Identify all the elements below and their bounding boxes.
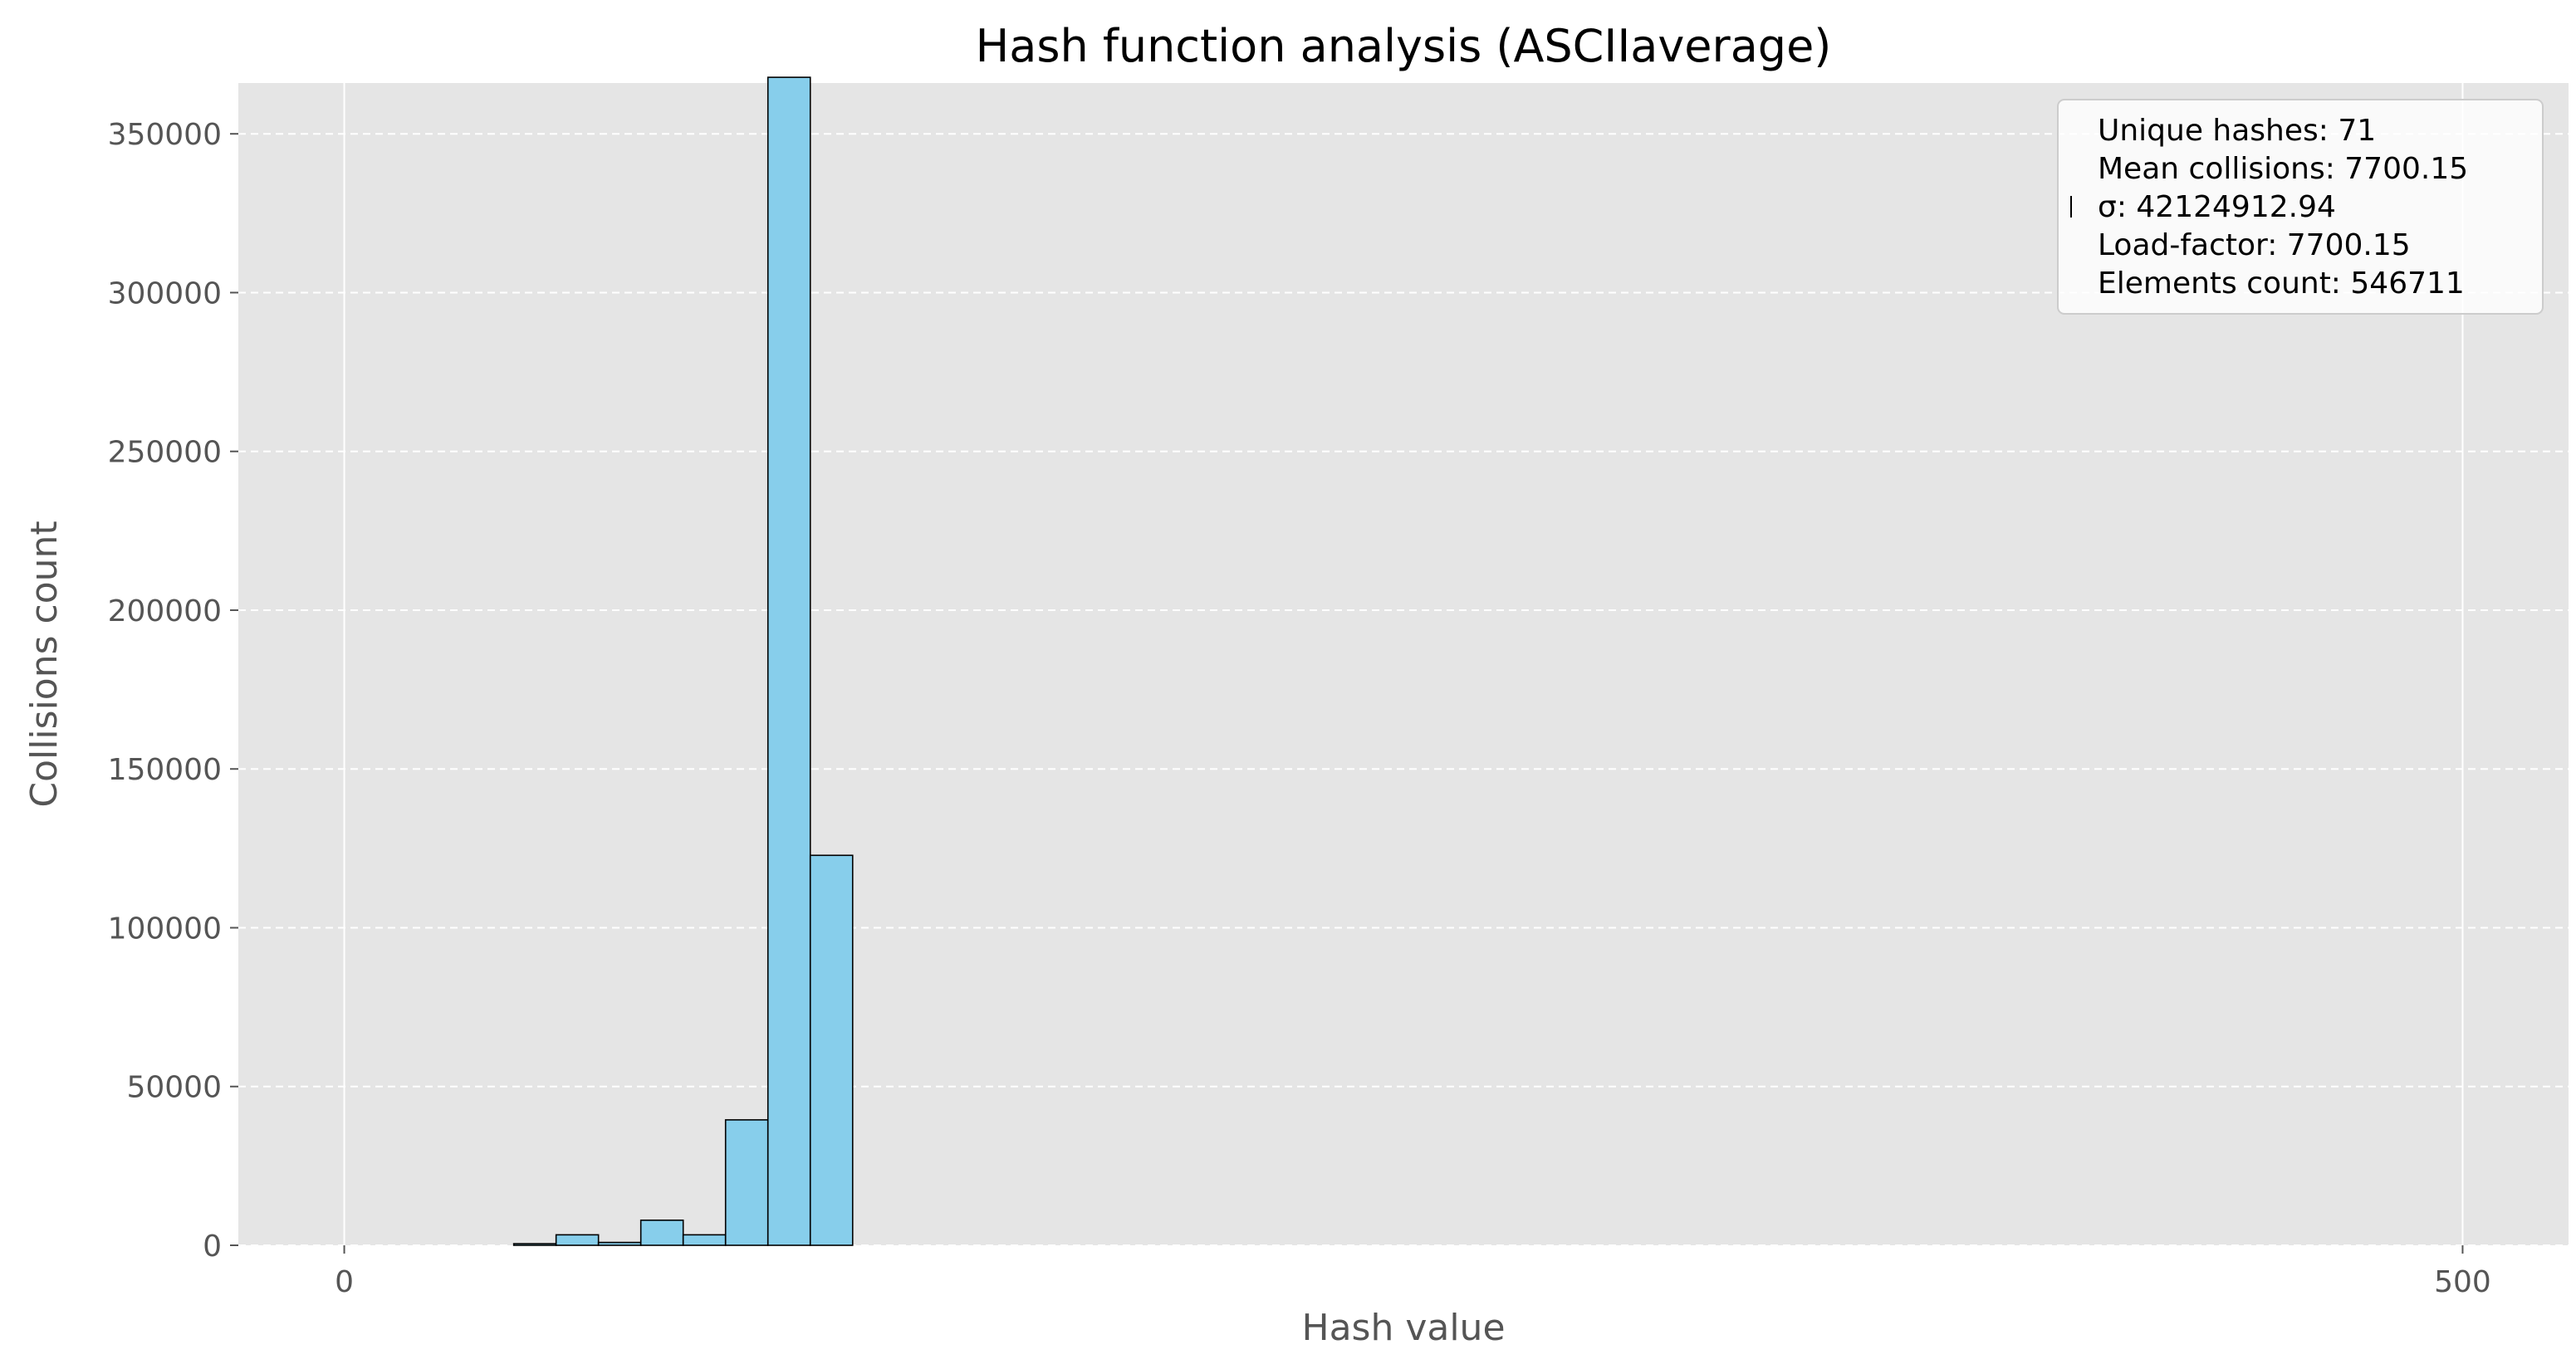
y-tick-label: 50000 xyxy=(126,1071,222,1105)
x-tick-label: 500 xyxy=(2434,1265,2491,1299)
histogram-bar xyxy=(512,1243,557,1246)
histogram-bar xyxy=(597,1241,642,1246)
chart-title: Hash function analysis (ASCIIaverage) xyxy=(976,20,1832,72)
histogram-bar xyxy=(724,1119,769,1246)
y-tick-label: 200000 xyxy=(108,594,222,628)
histogram-bar xyxy=(809,854,854,1246)
legend-entry: Mean collisions: 7700.15 xyxy=(2098,152,2468,186)
y-tick-label: 350000 xyxy=(108,118,222,152)
histogram-bar xyxy=(555,1234,600,1246)
y-axis-ticks: 0 50000 100000 150000 200000 250000 300000 3500… xyxy=(108,118,238,1264)
x-axis-ticks: 0 500 xyxy=(335,1245,2491,1299)
y-tick-label: 150000 xyxy=(108,753,222,787)
y-tick-label: 0 xyxy=(203,1230,222,1264)
legend: Unique hashes: 71 Mean collisions: 7700.1… xyxy=(2057,99,2544,315)
histogram-bar xyxy=(766,76,811,1246)
x-tick-label: 0 xyxy=(335,1265,354,1299)
y-tick-label: 100000 xyxy=(108,912,222,946)
y-tick-label: 250000 xyxy=(108,436,222,470)
x-axis-label: Hash value xyxy=(1301,1307,1505,1349)
legend-entry: Elements count: 546711 xyxy=(2098,266,2465,301)
histogram-bar xyxy=(639,1219,684,1246)
legend-entry: σ: 42124912.94 xyxy=(2098,190,2336,224)
y-tick-label: 300000 xyxy=(108,276,222,310)
bars xyxy=(512,76,854,1246)
y-axis-label: Collisions count xyxy=(23,521,66,807)
histogram-bar xyxy=(682,1234,727,1246)
legend-box xyxy=(2057,99,2544,315)
legend-entry: Unique hashes: 71 xyxy=(2098,114,2376,148)
legend-entry: Load-factor: 7700.15 xyxy=(2098,228,2411,262)
